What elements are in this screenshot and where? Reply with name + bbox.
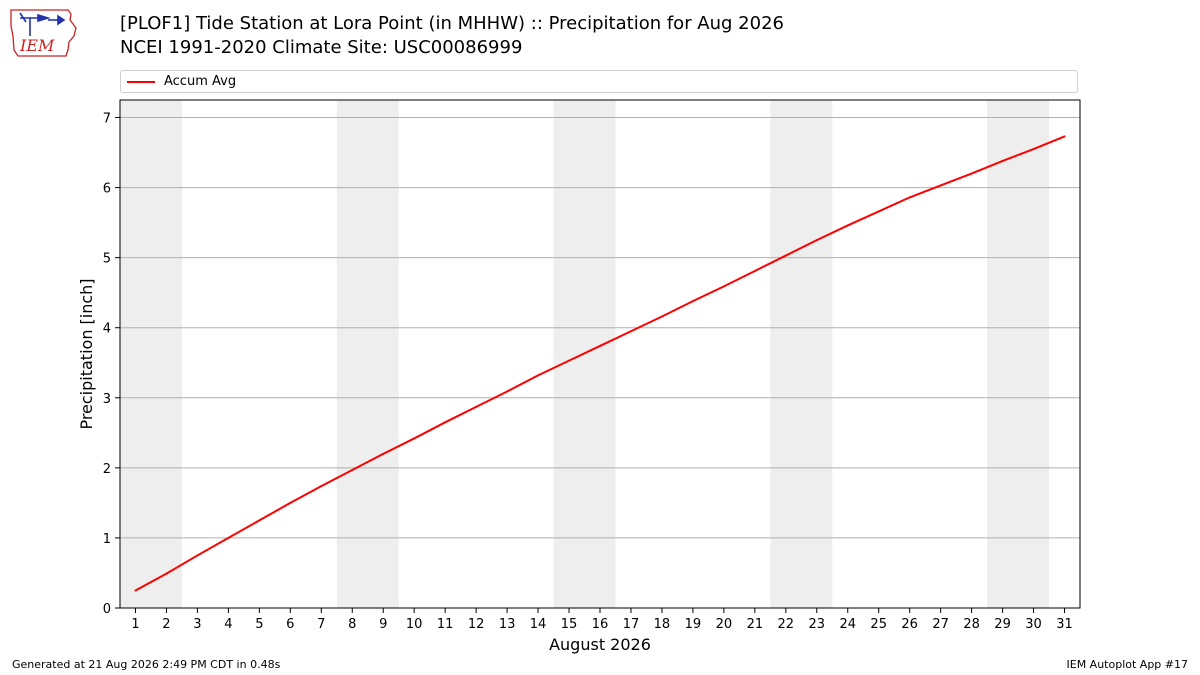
data-point: [784, 254, 787, 257]
data-point: [660, 315, 663, 318]
data-point: [599, 344, 601, 347]
data-point: [413, 437, 416, 440]
y-tick-label: 6: [103, 182, 111, 197]
x-tick-label: 31: [1056, 617, 1073, 632]
data-point: [475, 405, 478, 408]
data-point: [351, 468, 354, 471]
data-point: [568, 359, 571, 362]
y-tick-label: 5: [103, 252, 111, 267]
x-tick-label: 5: [255, 617, 263, 632]
x-tick-label: 17: [623, 617, 640, 632]
data-point: [877, 210, 880, 213]
x-tick-label: 24: [839, 617, 856, 632]
x-tick-label: 18: [654, 617, 671, 632]
weekend-band: [770, 100, 833, 608]
x-tick-label: 28: [963, 617, 980, 632]
x-tick-label: 8: [348, 617, 356, 632]
y-tick-label: 1: [103, 532, 111, 547]
x-tick-label: 16: [592, 617, 609, 632]
data-point: [753, 269, 756, 272]
x-tick-label: 26: [901, 617, 918, 632]
chart-subtitle: NCEI 1991-2020 Climate Site: USC00086999: [120, 37, 523, 58]
x-tick-label: 27: [932, 617, 949, 632]
data-point: [227, 536, 230, 539]
iem-logo: IEM: [10, 9, 77, 57]
y-axis-label: Precipitation [inch]: [77, 278, 96, 429]
data-point: [1001, 159, 1004, 162]
x-tick-label: 23: [809, 617, 826, 632]
x-tick-label: 14: [530, 617, 547, 632]
chart-title: [PLOF1] Tide Station at Lora Point (in M…: [120, 13, 784, 34]
data-point: [134, 589, 137, 592]
data-point: [815, 239, 818, 242]
data-point: [1032, 148, 1035, 151]
data-point: [537, 374, 540, 377]
x-tick-label: 13: [499, 617, 516, 632]
x-tick-label: 9: [379, 617, 387, 632]
x-tick-label: 7: [317, 617, 325, 632]
iowa-outline-icon: [10, 9, 77, 57]
weekend-band: [336, 100, 399, 608]
x-tick-label: 2: [162, 617, 170, 632]
x-tick-label: 21: [747, 617, 764, 632]
legend-label-accum-avg: Accum Avg: [164, 74, 237, 89]
data-point: [908, 196, 911, 199]
x-tick-label: 12: [468, 617, 485, 632]
x-tick-label: 25: [870, 617, 887, 632]
data-point: [691, 300, 694, 303]
legend-swatch-accum-avg: [127, 81, 155, 83]
logo-text: IEM: [19, 36, 55, 55]
data-point: [258, 519, 261, 522]
data-point: [939, 184, 942, 187]
data-point: [722, 285, 725, 288]
data-point: [320, 485, 323, 488]
weekend-band: [120, 100, 182, 608]
x-axis-label: August 2026: [549, 635, 651, 654]
y-tick-label: 4: [103, 322, 111, 337]
data-point: [629, 330, 632, 333]
x-tick-label: 20: [716, 617, 733, 632]
x-tick-label: 11: [437, 617, 454, 632]
x-tick-label: 10: [406, 617, 423, 632]
x-tick-label: 6: [286, 617, 294, 632]
data-point: [1063, 135, 1066, 138]
data-point: [196, 554, 199, 557]
generated-timestamp: Generated at 21 Aug 2026 2:49 PM CDT in …: [12, 658, 281, 671]
data-point: [444, 421, 447, 424]
x-tick-label: 3: [193, 617, 201, 632]
y-tick-label: 7: [103, 112, 111, 127]
app-credit: IEM Autoplot App #17: [1066, 658, 1189, 671]
y-tick-label: 0: [103, 602, 111, 617]
data-point: [846, 224, 849, 227]
data-point: [289, 501, 292, 504]
data-point: [506, 390, 509, 393]
x-tick-label: 29: [994, 617, 1011, 632]
x-tick-label: 30: [1025, 617, 1042, 632]
y-tick-label: 2: [103, 462, 111, 477]
plot-frame: [119, 99, 1081, 609]
x-tick-label: 4: [224, 617, 232, 632]
weekend-band: [987, 100, 1050, 608]
x-tick-label: 22: [778, 617, 795, 632]
x-tick-label: 19: [685, 617, 702, 632]
x-tick-label: 1: [131, 617, 139, 632]
data-point: [382, 452, 385, 455]
weather-station-icon: [19, 12, 66, 36]
data-point: [970, 172, 973, 175]
y-tick-label: 3: [103, 392, 111, 407]
legend: Accum Avg: [120, 70, 1078, 93]
data-point: [165, 572, 168, 575]
x-tick-label: 15: [561, 617, 578, 632]
